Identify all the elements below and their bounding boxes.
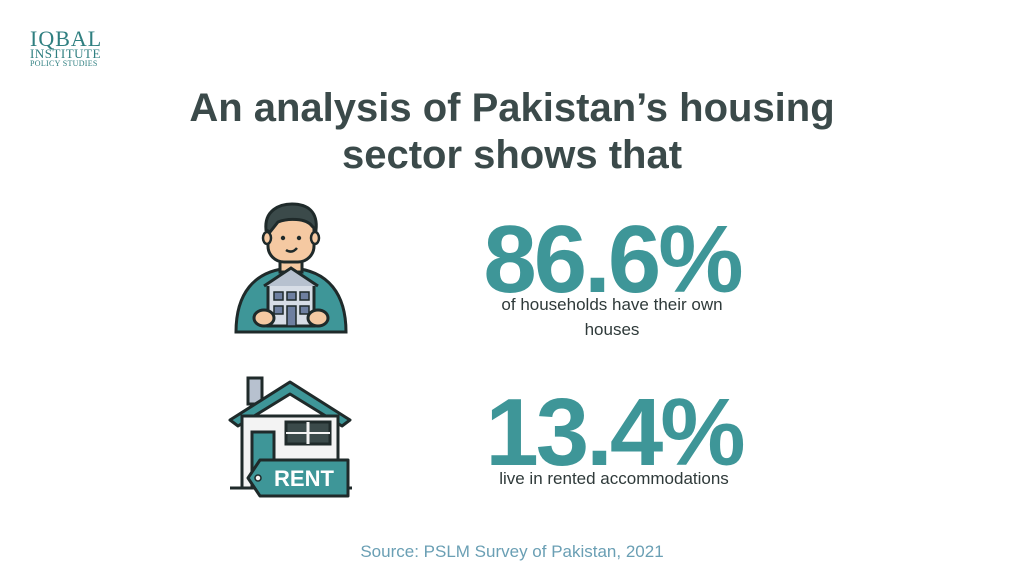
stat-rented-description-line-1: live in rented accommodations	[499, 469, 729, 488]
rent-sign-text: RENT	[274, 466, 334, 491]
logo-line-3: POLICY STUDIES	[30, 59, 98, 68]
title-line-1: An analysis of Pakistan’s housing	[189, 86, 835, 130]
stat-owned-description: of households have their own houses	[462, 292, 762, 342]
page-title: An analysis of Pakistan’s housing sector…	[0, 85, 1024, 179]
logo-line-1: IQBAL	[30, 26, 103, 51]
stat-owned-description-line-2: houses	[584, 320, 640, 339]
rent-house-icon: RENT	[226, 374, 356, 500]
logo: IQBAL INSTITUTE POLICY STUDIES	[30, 26, 112, 69]
stat-owned-description-line-1: of households have their own	[501, 295, 723, 314]
source-note: Source: PSLM Survey of Pakistan, 2021	[360, 542, 664, 561]
person-holding-house-icon	[228, 200, 354, 336]
stat-rented-description: live in rented accommodations	[464, 466, 764, 491]
stat-rented-value: 13.4%	[485, 379, 745, 486]
title-line-2: sector shows that	[341, 133, 683, 177]
stat-owned-value: 86.6%	[483, 206, 743, 313]
logo-line-2: INSTITUTE	[30, 46, 101, 61]
